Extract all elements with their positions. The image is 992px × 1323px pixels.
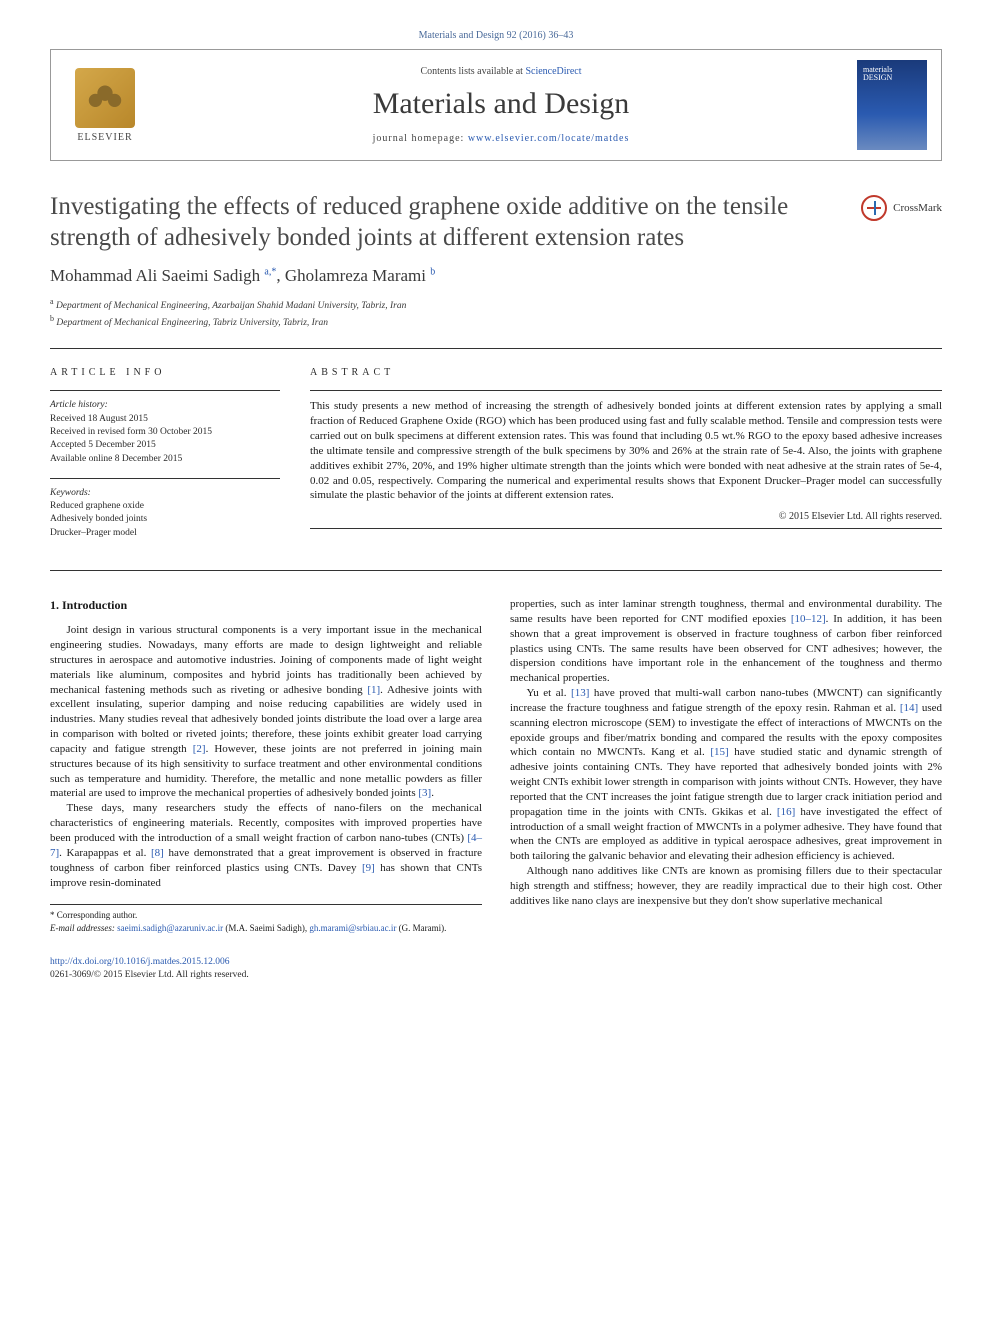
article-info-heading: ARTICLE INFO [50, 367, 280, 378]
elsevier-tree-icon [75, 68, 135, 128]
email-link-2[interactable]: gh.marami@srbiau.ac.ir [309, 923, 396, 933]
footnote-block: * Corresponding author. E-mail addresses… [50, 904, 482, 933]
body-p1: Joint design in various structural compo… [50, 623, 482, 801]
keyword-2: Adhesively bonded joints [50, 513, 280, 526]
crossmark-badge[interactable]: CrossMark [861, 195, 942, 221]
corresponding-author-label: * Corresponding author. [50, 909, 482, 921]
body-columns: 1. Introduction Joint design in various … [50, 597, 942, 934]
header-center: Contents lists available at ScienceDirec… [159, 66, 843, 144]
divider-info-2 [50, 478, 280, 479]
divider-abstract-2 [310, 528, 942, 529]
section-1-heading: 1. Introduction [50, 597, 482, 613]
keywords-label: Keywords: [50, 487, 280, 500]
citation-line: Materials and Design 92 (2016) 36–43 [50, 30, 942, 41]
contents-prefix: Contents lists available at [420, 66, 525, 77]
divider-abstract-1 [310, 390, 942, 391]
journal-name: Materials and Design [159, 87, 843, 121]
abstract-column: ABSTRACT This study presents a new metho… [310, 367, 942, 552]
keyword-1: Reduced graphene oxide [50, 500, 280, 513]
title-row: Investigating the effects of reduced gra… [50, 191, 942, 254]
crossmark-label: CrossMark [893, 202, 942, 214]
elsevier-logo: ELSEVIER [65, 60, 145, 150]
history-revised: Received in revised form 30 October 2015 [50, 426, 280, 439]
authors-line: Mohammad Ali Saeimi Sadigh a,*, Gholamre… [50, 266, 942, 286]
elsevier-label: ELSEVIER [77, 132, 132, 143]
journal-header: ELSEVIER Contents lists available at Sci… [50, 49, 942, 161]
journal-cover-thumbnail: materials DESIGN [857, 60, 927, 150]
homepage-prefix: journal homepage: [373, 133, 468, 144]
affiliations: a Department of Mechanical Engineering, … [50, 296, 942, 331]
homepage-line: journal homepage: www.elsevier.com/locat… [159, 133, 843, 144]
affiliation-a: a Department of Mechanical Engineering, … [50, 296, 942, 313]
article-info-column: ARTICLE INFO Article history: Received 1… [50, 367, 280, 552]
abstract-text: This study presents a new method of incr… [310, 399, 942, 503]
body-p2: These days, many researchers study the e… [50, 801, 482, 890]
email-link-1[interactable]: saeimi.sadigh@azaruniv.ac.ir [117, 923, 223, 933]
page-footer: http://dx.doi.org/10.1016/j.matdes.2015.… [50, 956, 942, 983]
abstract-heading: ABSTRACT [310, 367, 942, 378]
history-online: Available online 8 December 2015 [50, 453, 280, 466]
divider-info-1 [50, 390, 280, 391]
divider-top [50, 348, 942, 349]
issn-copyright-line: 0261-3069/© 2015 Elsevier Ltd. All right… [50, 970, 249, 980]
body-p5: Although nano additives like CNTs are kn… [510, 864, 942, 909]
doi-link[interactable]: http://dx.doi.org/10.1016/j.matdes.2015.… [50, 957, 230, 967]
history-label: Article history: [50, 399, 280, 412]
crossmark-icon [861, 195, 887, 221]
email-line: E-mail addresses: saeimi.sadigh@azaruniv… [50, 922, 482, 934]
info-abstract-row: ARTICLE INFO Article history: Received 1… [50, 367, 942, 552]
cover-line2: DESIGN [863, 73, 892, 82]
body-p4: Yu et al. [13] have proved that multi-wa… [510, 686, 942, 864]
affiliation-b: b Department of Mechanical Engineering, … [50, 313, 942, 330]
history-received: Received 18 August 2015 [50, 413, 280, 426]
abstract-copyright: © 2015 Elsevier Ltd. All rights reserved… [310, 511, 942, 522]
contents-line: Contents lists available at ScienceDirec… [159, 66, 843, 77]
keyword-3: Drucker–Prager model [50, 527, 280, 540]
article-title: Investigating the effects of reduced gra… [50, 191, 841, 254]
sciencedirect-link[interactable]: ScienceDirect [525, 66, 581, 77]
history-accepted: Accepted 5 December 2015 [50, 439, 280, 452]
body-p3: properties, such as inter laminar streng… [510, 597, 942, 686]
homepage-link[interactable]: www.elsevier.com/locate/matdes [468, 133, 630, 144]
divider-bottom [50, 570, 942, 571]
